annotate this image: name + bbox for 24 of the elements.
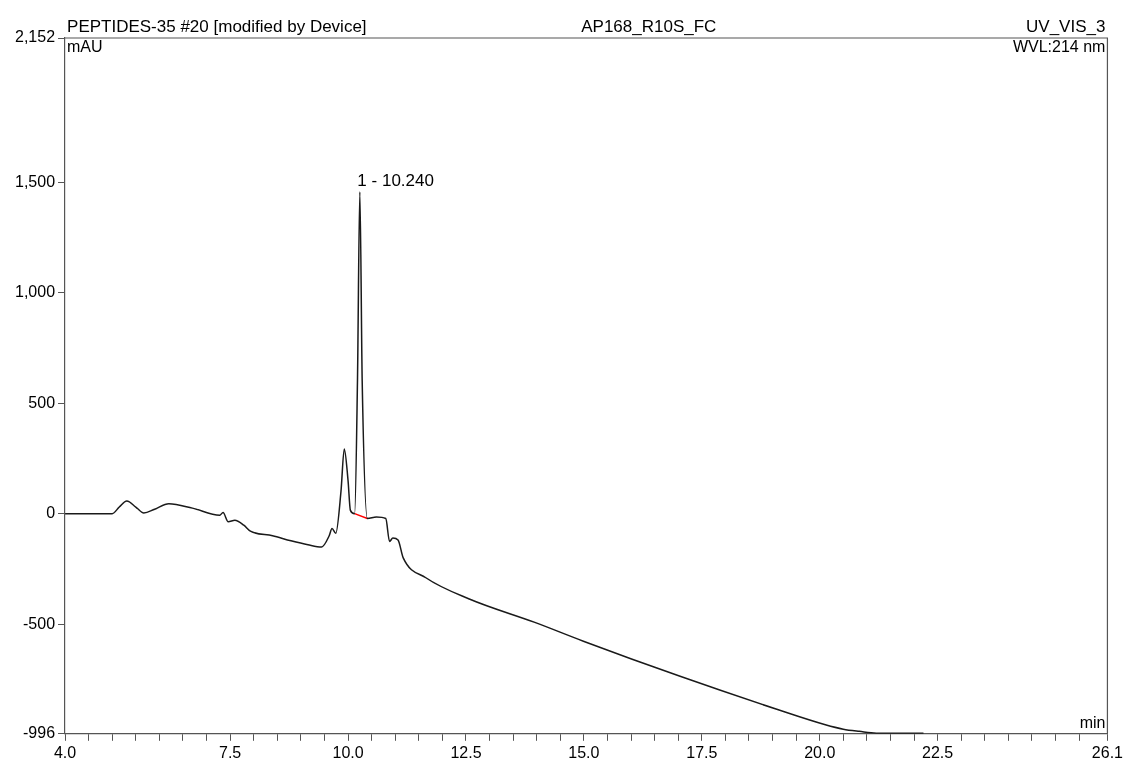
x-tick-label: 10.0 [332,743,364,761]
y-tick-label: 500 [28,393,56,411]
y-tick-label: -996 [23,724,56,742]
x-axis-title: min [1079,714,1106,732]
x-tick-label: 20.0 [804,743,836,761]
text: UV_VIS_3 [1026,17,1106,37]
annotation: 1 - 10.240 [357,171,434,191]
y-tick-label: 0 [46,504,56,522]
x-tick-label: 7.5 [219,743,242,761]
y-tick-label: -500 [23,614,56,632]
x-tick-label: 17.5 [686,743,718,761]
chart-title: PEPTIDES-35 #20 [modified by Device] [67,17,367,37]
y-axis-title: mAU [67,38,103,56]
x-tick-label: 12.5 [450,743,482,761]
annotation: WVL:214 nm [1012,38,1106,56]
y-tick-label: 2,152 [14,28,56,46]
y-tick-label: 1,500 [14,172,56,190]
y-tick-label: 1,000 [14,283,56,301]
x-tick-label: 22.5 [922,743,954,761]
x-tick-label: 4.0 [53,743,77,761]
x-tick-label: 26.1 [1091,743,1124,761]
x-tick-label: 15.0 [568,743,600,761]
line-series [65,191,925,734]
chart-subtitle: AP168_R10S_FC [581,17,717,37]
